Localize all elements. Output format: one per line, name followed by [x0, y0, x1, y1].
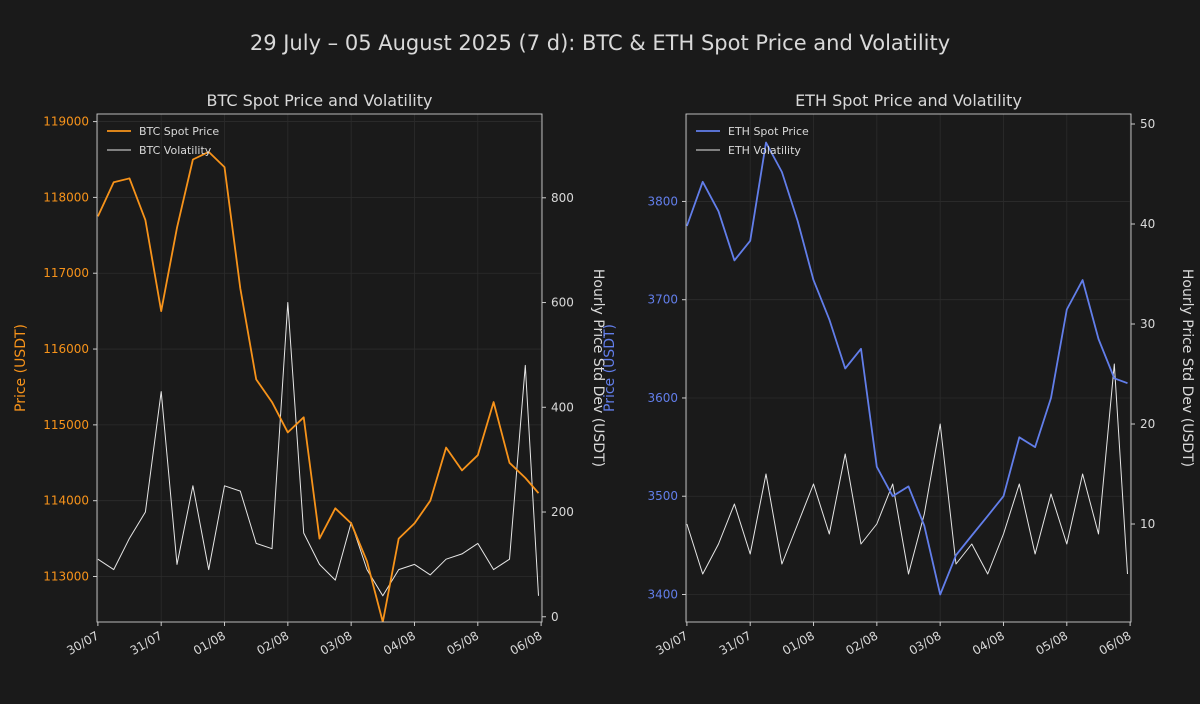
eth-y2tick-label: 20 [1140, 417, 1155, 431]
btc-y2tick-label: 400 [551, 400, 574, 414]
eth-price-line [686, 141, 1128, 596]
eth-plot-area [686, 114, 1131, 622]
eth-ytick-label: 3400 [647, 587, 678, 601]
btc-axes-frame [96, 113, 543, 623]
btc-y2-axis-label: Hourly Price Std Dev (USDT) [590, 269, 606, 467]
btc-y2tick-label: 800 [551, 191, 574, 205]
btc-ytick-label: 113000 [43, 570, 89, 584]
eth-axes-frame [685, 113, 1132, 623]
btc-chart-panel: 113000 114000 115000 116000 117000 118000 1190… [13, 91, 606, 658]
eth-y2tick-label: 40 [1140, 217, 1155, 231]
eth-y2tick-label: 30 [1140, 317, 1155, 331]
btc-ytick-label: 116000 [43, 342, 89, 356]
eth-legend-label: ETH Volatility [728, 144, 801, 157]
btc-plot-area [97, 114, 542, 622]
btc-price-line [97, 150, 540, 622]
btc-y2tick-label: 200 [551, 505, 574, 519]
btc-ytick-label: 119000 [43, 115, 89, 129]
eth-ytick-label: 3700 [647, 293, 678, 307]
btc-y-axis-label: Price (USDT) [13, 324, 29, 412]
btc-volatility-line [97, 302, 539, 597]
eth-legend-label: ETH Spot Price [728, 125, 809, 138]
btc-ytick-label: 117000 [43, 266, 89, 280]
eth-ytick-label: 3800 [647, 194, 678, 208]
btc-legend-label: BTC Spot Price [139, 125, 219, 138]
eth-y-axis-label: Price (USDT) [602, 324, 618, 412]
eth-ytick-label: 3500 [647, 489, 678, 503]
eth-y2tick-label: 50 [1140, 117, 1155, 131]
eth-chart-title: ETH Spot Price and Volatility [795, 91, 1022, 110]
eth-volatility-line [686, 363, 1128, 575]
btc-ytick-label: 118000 [43, 190, 89, 204]
eth-y2tick-label: 10 [1140, 517, 1155, 531]
btc-y2tick-label: 0 [551, 610, 559, 624]
btc-chart-title: BTC Spot Price and Volatility [207, 91, 433, 110]
btc-legend-label: BTC Volatility [139, 144, 212, 157]
btc-ytick-label: 115000 [43, 418, 89, 432]
eth-ytick-label: 3600 [647, 391, 678, 405]
btc-ytick-label: 114000 [43, 494, 89, 508]
btc-y2tick-label: 600 [551, 296, 574, 310]
eth-y2-axis-label: Hourly Price Std Dev (USDT) [1179, 269, 1195, 467]
figure-title: 29 July – 05 August 2025 (7 d): BTC & ET… [250, 31, 950, 55]
